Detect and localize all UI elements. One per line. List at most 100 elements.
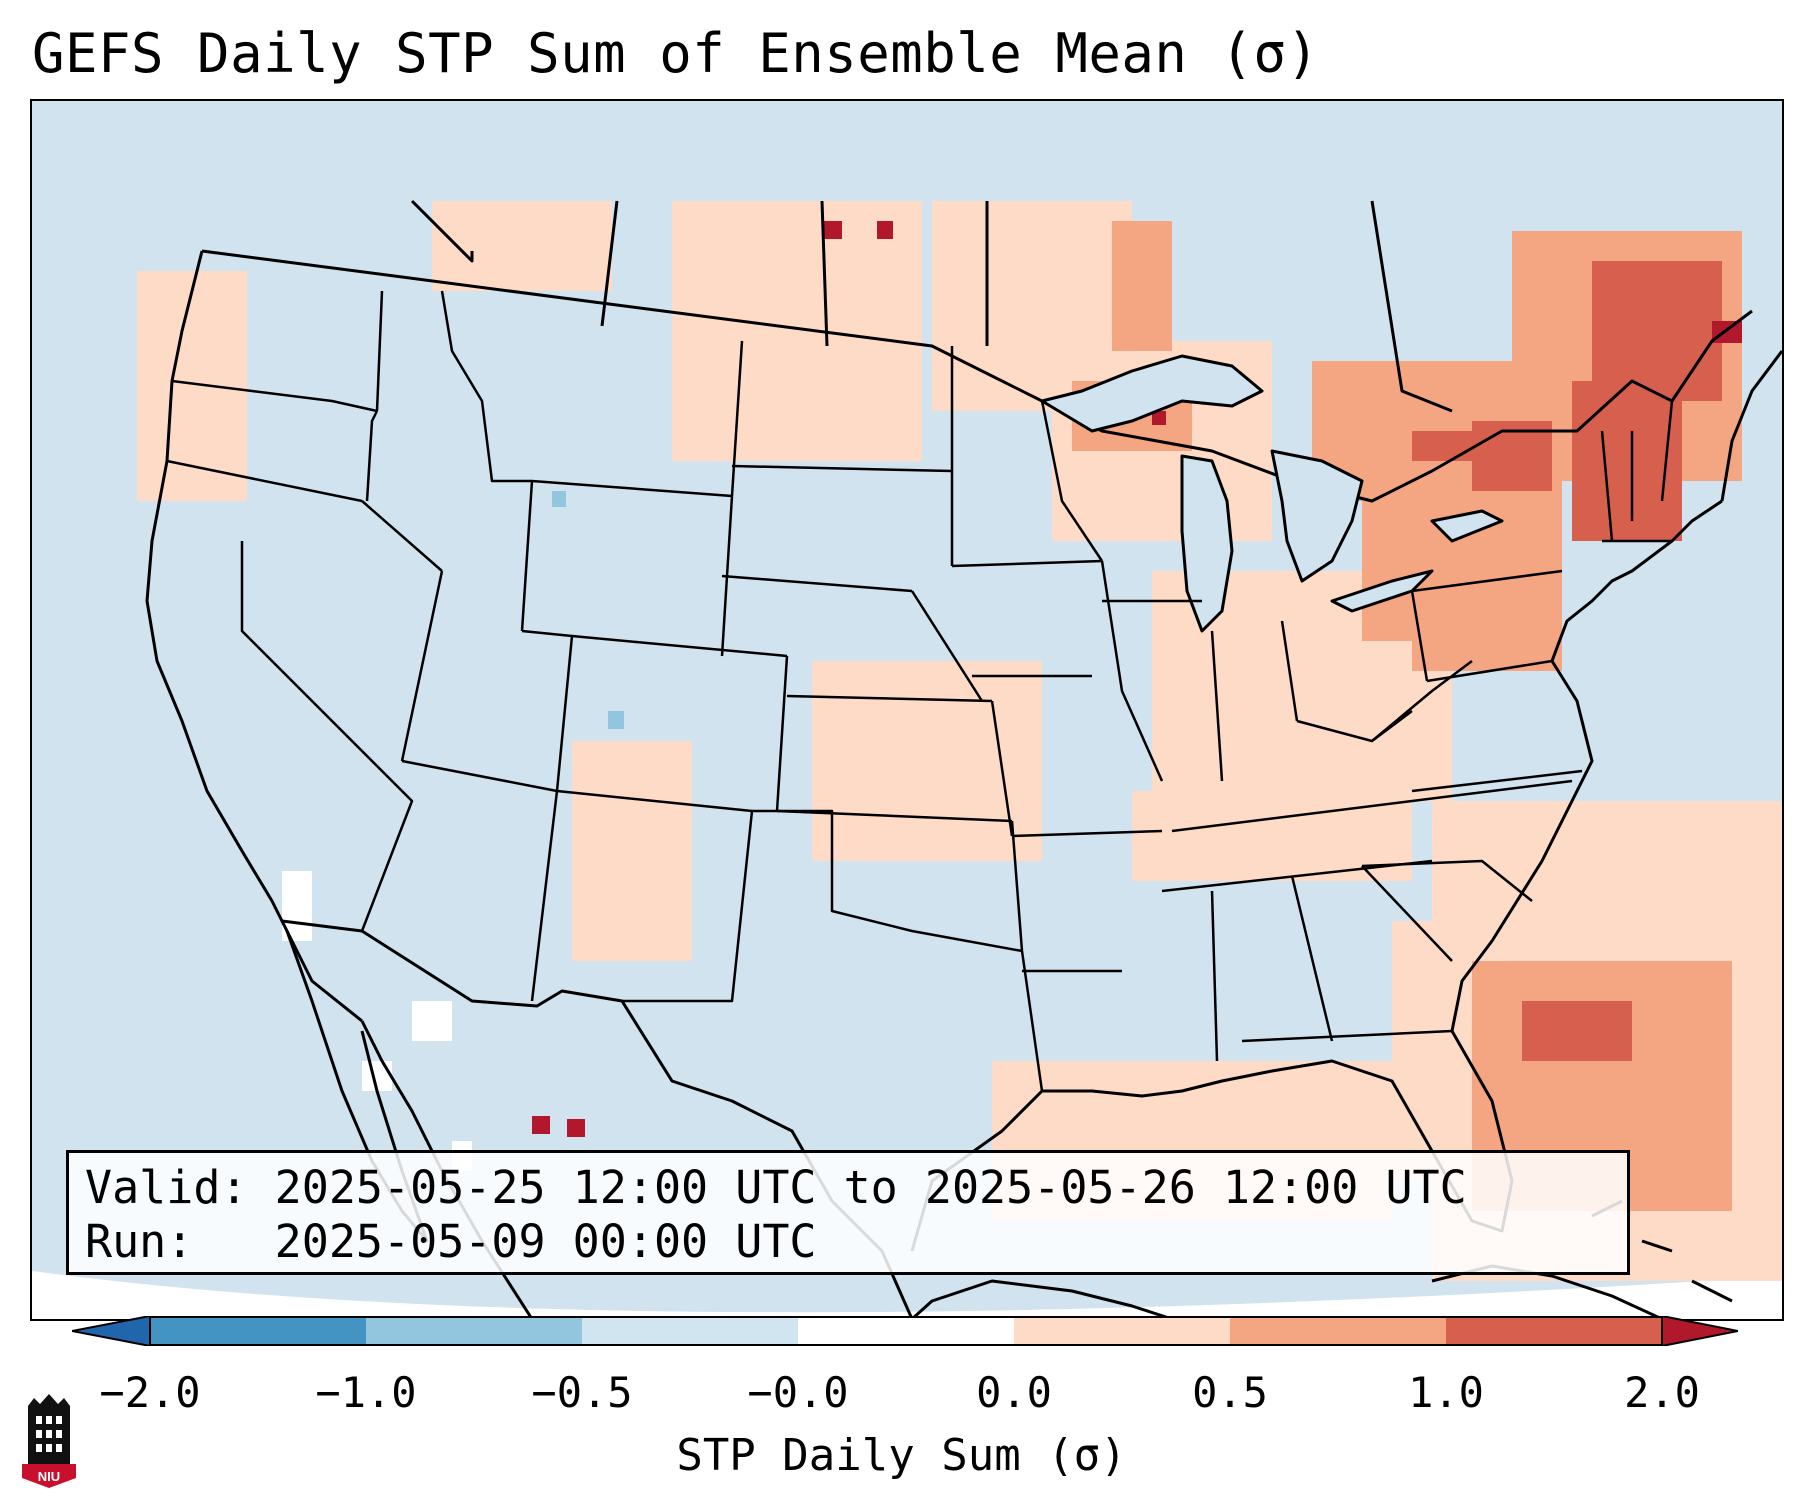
border-id-nv xyxy=(361,500,443,572)
max-nd2 xyxy=(877,221,893,239)
alberta-sask-border xyxy=(600,200,619,327)
border-ga-fl xyxy=(1241,1029,1453,1043)
border-il-in xyxy=(1210,630,1224,782)
colorbar-tick-2: −0.5 xyxy=(531,1368,633,1417)
border-id-wy xyxy=(520,480,534,632)
shade-pacnw xyxy=(137,271,247,501)
border-ks-ok xyxy=(776,809,1013,823)
border-va-nc xyxy=(1411,769,1583,793)
border-ut-az xyxy=(401,759,558,793)
logo-shield xyxy=(22,1464,76,1488)
lake-ontario xyxy=(1430,509,1504,543)
border-id-mt xyxy=(440,290,532,483)
run-label: Run: xyxy=(85,1215,194,1268)
colorbar-outline xyxy=(149,1316,1663,1346)
border-wy-co xyxy=(571,634,788,658)
border-ms-al xyxy=(1210,890,1219,1062)
border-nh-me xyxy=(1660,400,1674,502)
border-co-ks xyxy=(775,655,789,812)
border-mt-wy xyxy=(531,479,733,498)
colorbar-bin-m0-0 xyxy=(798,1316,1014,1346)
map-canvas xyxy=(32,199,1782,1319)
dark-newengland xyxy=(1572,381,1682,541)
border-nc-sc xyxy=(1361,859,1533,902)
border-tx-la xyxy=(1020,950,1044,1092)
dark-ny xyxy=(1472,421,1552,491)
logo-text: NIU xyxy=(38,1469,60,1484)
valid-time-box: Valid: 2025-05-25 12:00 UTC to 2025-05-2… xyxy=(66,1150,1630,1275)
border-wa-id xyxy=(375,290,384,412)
border-oh-pa xyxy=(1410,590,1429,682)
border-sd-ne xyxy=(721,574,913,593)
colorbar-bin-1-2 xyxy=(1446,1316,1662,1346)
shade-dakotas xyxy=(672,201,922,461)
border-or-id xyxy=(365,410,379,502)
colorbar-tick-4: 0.0 xyxy=(976,1368,1052,1417)
colorbar-bin-m1-m05 xyxy=(366,1316,582,1346)
yucatan xyxy=(910,1279,1173,1319)
niu-logo: NIU xyxy=(22,1394,76,1488)
border-al-ga xyxy=(1290,875,1334,1042)
border-or-ca xyxy=(166,459,363,503)
border-mn-wi xyxy=(1040,400,1104,562)
med-minn xyxy=(1112,221,1172,351)
max-mexico2 xyxy=(567,1119,585,1137)
globe-edge-area xyxy=(32,1271,1782,1319)
max-upmi xyxy=(1152,411,1166,425)
border-ne-ks xyxy=(786,694,993,703)
run-value: 2025-05-09 00:00 UTC xyxy=(274,1215,817,1268)
border-wv-va xyxy=(1371,660,1473,742)
shade-newmexico xyxy=(572,741,692,961)
chart-title: GEFS Daily STP Sum of Ensemble Mean (σ) xyxy=(32,22,1320,85)
state-borders xyxy=(166,290,1674,1092)
max-nd xyxy=(822,221,842,239)
border-ny-vt xyxy=(1600,430,1614,542)
colorbar-tick-0: −2.0 xyxy=(99,1368,201,1417)
shade-plains xyxy=(812,661,1042,861)
stp-shading-neutral xyxy=(282,871,472,1171)
border-ca-nv xyxy=(240,541,414,932)
colorbar-tick-1: −1.0 xyxy=(315,1368,417,1417)
border-ok-tx xyxy=(752,809,1023,953)
border-ks-mo xyxy=(990,700,1014,837)
border-mo-ar xyxy=(1011,829,1163,838)
colorbar xyxy=(72,1316,1738,1346)
border-ok-ar xyxy=(1010,820,1024,952)
border-wy-ut xyxy=(521,629,574,792)
colorbar-bin-m05-m0 xyxy=(582,1316,798,1346)
border-pa-ny xyxy=(1411,569,1563,593)
colorbar-bin-0-05 xyxy=(1014,1316,1230,1346)
valid-label: Valid: xyxy=(85,1161,248,1214)
border-ky-tn xyxy=(1171,779,1573,833)
great-lakes xyxy=(1040,354,1504,633)
valid-row: Valid: 2025-05-25 12:00 UTC to 2025-05-2… xyxy=(85,1161,1627,1215)
lake-erie xyxy=(1330,569,1434,613)
border-nm-tx xyxy=(622,810,754,1003)
dark-quebec xyxy=(1592,261,1722,401)
map-panel[interactable] xyxy=(30,99,1784,1321)
max-nb xyxy=(1712,321,1742,343)
stp-shading-negative xyxy=(552,491,624,729)
border-mt-nd xyxy=(730,340,744,497)
colorbar-tick-5: 0.5 xyxy=(1192,1368,1268,1417)
border-ga-sc xyxy=(1361,865,1453,962)
border-mn-ia xyxy=(951,559,1103,568)
neg-colorado xyxy=(608,711,624,729)
neutral-sonora1 xyxy=(412,1001,452,1041)
run-row: Run: 2025-05-09 00:00 UTC xyxy=(85,1215,1627,1269)
dark-ontario xyxy=(1412,431,1472,461)
shade-montana xyxy=(432,201,612,291)
valid-value: 2025-05-25 12:00 UTC to 2025-05-26 12:00… xyxy=(274,1161,1467,1214)
colorbar-tick-6: 1.0 xyxy=(1408,1368,1484,1417)
med-pa xyxy=(1412,581,1562,671)
border-co-nm xyxy=(556,789,753,813)
border-wa-or xyxy=(171,379,378,413)
lake-huron xyxy=(1270,449,1364,583)
maritimes-coast xyxy=(1720,350,1782,502)
colorbar-tick-7: 2.0 xyxy=(1624,1368,1700,1417)
lake-michigan xyxy=(1180,454,1234,633)
logo-tower xyxy=(28,1394,70,1464)
colorbar-tick-3: −0.0 xyxy=(747,1368,849,1417)
border-ne-ia xyxy=(910,590,984,702)
lake-superior xyxy=(1040,354,1264,433)
